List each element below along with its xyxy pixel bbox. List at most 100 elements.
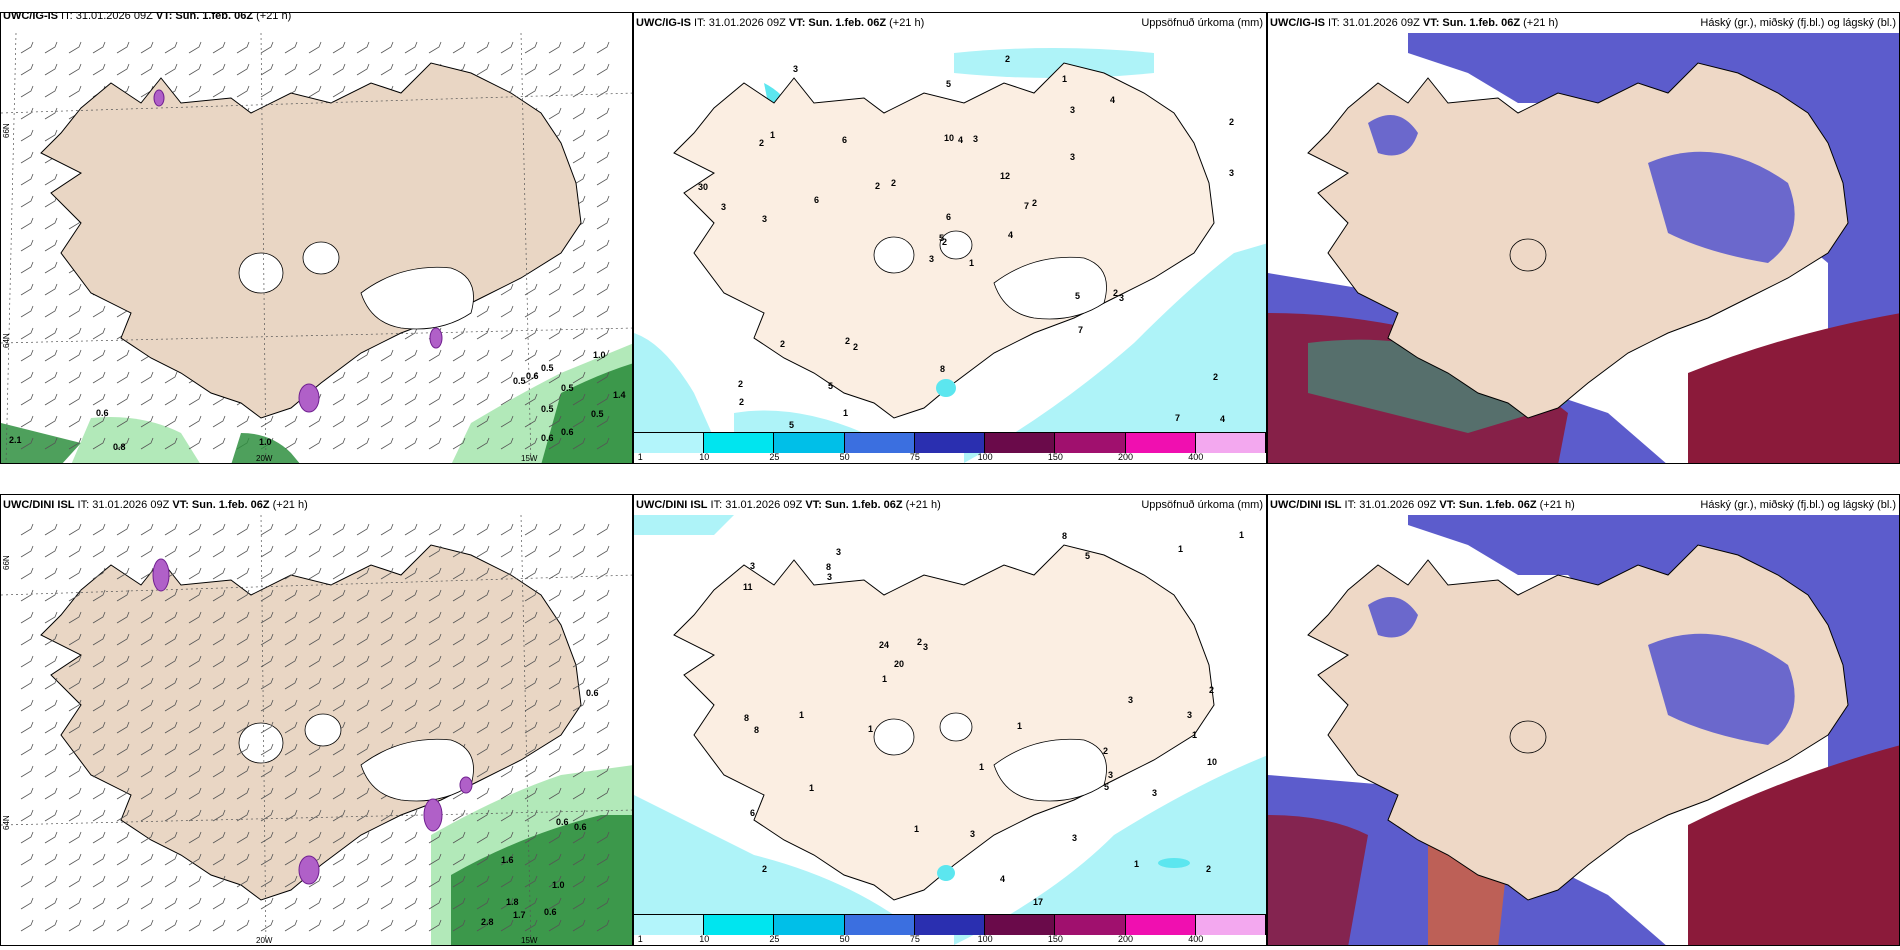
wind-barb xyxy=(476,721,490,734)
wind-barb xyxy=(140,699,154,712)
wind-barb xyxy=(596,85,610,98)
wind-barb xyxy=(500,809,514,822)
wind-barb xyxy=(44,875,58,888)
wind-barb xyxy=(308,809,322,822)
colorbar-swatch xyxy=(704,433,775,453)
wind-barb xyxy=(92,677,106,690)
svg-text:0.5: 0.5 xyxy=(541,404,554,414)
wind-barb xyxy=(524,809,538,822)
wind-barb xyxy=(116,437,130,450)
wind-barb xyxy=(596,349,610,362)
wind-barb xyxy=(356,809,370,822)
wind-barb xyxy=(548,63,562,76)
wind-barb xyxy=(428,633,442,646)
wind-barb xyxy=(68,699,82,712)
wind-barb xyxy=(260,831,274,844)
wind-barb xyxy=(452,327,466,340)
wind-barb xyxy=(188,85,202,98)
wind-barb xyxy=(68,415,82,428)
wind-barb xyxy=(284,699,298,712)
wind-barb xyxy=(68,721,82,734)
wind-barb xyxy=(308,545,322,558)
wind-barb xyxy=(500,765,514,778)
wind-barb xyxy=(500,567,514,580)
wind-barb xyxy=(548,305,562,318)
wind-barb xyxy=(380,853,394,866)
wind-barb xyxy=(20,283,34,296)
wind-barb xyxy=(572,831,586,844)
wind-barb xyxy=(44,743,58,756)
wind-barb xyxy=(20,217,34,230)
svg-text:0.5: 0.5 xyxy=(591,409,604,419)
wind-barb xyxy=(188,897,202,910)
wind-barb xyxy=(212,809,226,822)
colorbar-swatch xyxy=(774,433,845,453)
precip-amount-label: 11 xyxy=(743,582,753,592)
wind-barb xyxy=(44,173,58,186)
precip-amount-label: 2 xyxy=(891,178,896,188)
precip-map-canvas: 2123316524171183212112111110883833432013… xyxy=(634,495,1266,945)
precip-amount-label: 3 xyxy=(827,572,832,582)
wind-barb xyxy=(356,897,370,910)
wind-barb xyxy=(572,283,586,296)
wind-barb xyxy=(572,611,586,624)
wind-barb xyxy=(572,239,586,252)
wind-barb xyxy=(500,63,514,76)
wind-barb xyxy=(212,743,226,756)
wind-barb xyxy=(404,919,418,932)
colorbar-labels: 1 10 25 50 75 100 150 200 400 xyxy=(634,452,1266,463)
wind-barb xyxy=(68,41,82,54)
precip-amount-label: 2 xyxy=(942,237,947,247)
panel-bot-right-cloud-map: UWC/DINI ISL IT: 31.01.2026 09Z VT: Sun.… xyxy=(1267,494,1900,946)
wind-barb xyxy=(548,545,562,558)
wind-barb xyxy=(44,239,58,252)
panel-top-mid-precip-map: 1 2 2 2 7 2 1 3 3 4 3 4 3 2 3 3 5 10 12 2 2 2 5 4 2 3 1 5 3 5 3 5 8 6 6 4 2 7… xyxy=(633,12,1267,464)
wind-barb xyxy=(452,415,466,428)
panel-title: UWC/DINI ISL IT: 31.01.2026 09Z VT: Sun.… xyxy=(636,499,941,511)
wind-barb xyxy=(164,743,178,756)
wind-barb xyxy=(476,327,490,340)
precip-amount-label: 1 xyxy=(882,674,887,684)
wind-barb xyxy=(356,523,370,536)
wind-barb xyxy=(452,677,466,690)
wind-barb xyxy=(20,151,34,164)
wind-barb xyxy=(236,523,250,536)
wind-barb xyxy=(572,677,586,690)
colorbar-tick-label: 150 xyxy=(1047,934,1063,944)
wind-barb xyxy=(140,393,154,406)
svg-text:2.8: 2.8 xyxy=(481,917,494,927)
wind-barb xyxy=(332,699,346,712)
wind-barb xyxy=(548,589,562,602)
wind-barb xyxy=(596,567,610,580)
wind-barb xyxy=(500,437,514,450)
wind-barb xyxy=(44,523,58,536)
precip-amount-label: 2 xyxy=(917,637,922,647)
wind-barb xyxy=(548,677,562,690)
wind-barb xyxy=(596,437,610,450)
wind-barb xyxy=(212,919,226,932)
wind-barb xyxy=(380,809,394,822)
wind-barb xyxy=(428,437,442,450)
colorbar-tick-label: 75 xyxy=(909,452,920,462)
wind-barb xyxy=(260,809,274,822)
wind-barb xyxy=(476,655,490,668)
wind-barb xyxy=(20,831,34,844)
wind-barb xyxy=(308,787,322,800)
wind-barb xyxy=(500,415,514,428)
wind-barb xyxy=(260,523,274,536)
wind-barb xyxy=(524,633,538,646)
wind-barb xyxy=(164,677,178,690)
wind-barb xyxy=(20,371,34,384)
wind-barb xyxy=(212,721,226,734)
wind-barb xyxy=(332,897,346,910)
colorbar-tick-label: 150 xyxy=(1047,452,1063,462)
wind-barb xyxy=(428,721,442,734)
wind-barb xyxy=(92,327,106,340)
precip-amount-label: 5 xyxy=(1085,551,1090,561)
wind-barb xyxy=(356,41,370,54)
colorbar-swatch xyxy=(914,915,986,935)
wind-barb xyxy=(188,853,202,866)
wind-barb xyxy=(380,567,394,580)
wind-barb xyxy=(452,853,466,866)
wind-barb xyxy=(44,589,58,602)
